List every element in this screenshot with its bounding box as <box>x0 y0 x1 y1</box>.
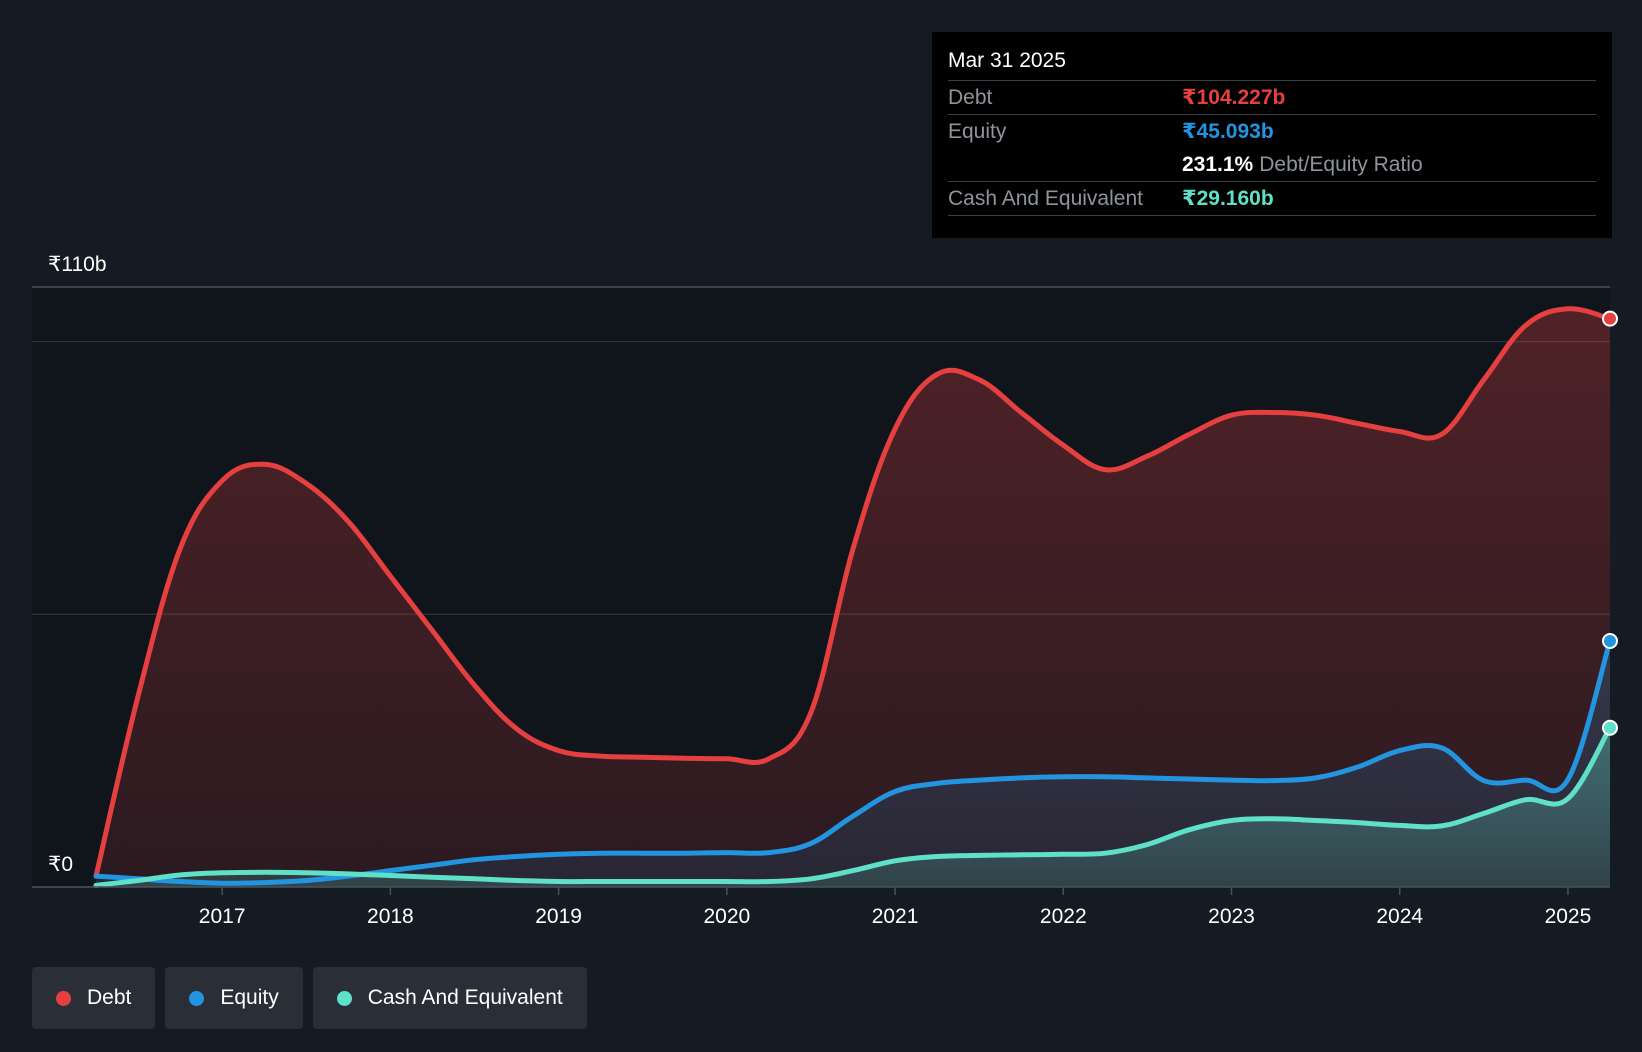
tooltip-cash-value: ₹29.160b <box>1182 187 1274 210</box>
legend-label-equity: Equity <box>220 986 279 1009</box>
x-tick-label-2020: 2020 <box>703 905 750 928</box>
x-tick-label-2017: 2017 <box>199 905 246 928</box>
legend-label-cash: Cash And Equivalent <box>367 986 563 1009</box>
legend-label-debt: Debt <box>87 986 132 1009</box>
tooltip-cash-label: Cash And Equivalent <box>948 186 1143 210</box>
x-tick-label-2025: 2025 <box>1545 905 1592 928</box>
legend-item-equity[interactable]: Equity <box>165 967 303 1029</box>
tooltip-equity-label: Equity <box>948 119 1007 143</box>
legend: Debt Equity Cash And Equivalent <box>32 967 587 1029</box>
endpoint-cash <box>1602 719 1618 736</box>
tooltip-debt-value: ₹104.227b <box>1182 86 1286 109</box>
line-cash <box>93 725 1613 888</box>
area-cash <box>96 727 1610 887</box>
legend-dot-debt-icon <box>56 990 71 1006</box>
tooltip-ratio-label: Debt/Equity Ratio <box>1259 152 1423 176</box>
x-tick-label-2018: 2018 <box>367 905 414 928</box>
endpoint-debt <box>1602 310 1618 327</box>
tooltip-date: Mar 31 2025 <box>948 46 1596 81</box>
tooltip-row-cash: Cash And Equivalent ₹29.160b <box>948 182 1596 216</box>
tooltip-row-debt: Debt ₹104.227b <box>948 81 1596 115</box>
tooltip-debt-label: Debt <box>948 85 993 109</box>
y-axis-top-label: ₹110b <box>48 253 107 276</box>
area-debt <box>96 308 1610 887</box>
x-tick-label-2022: 2022 <box>1040 905 1087 928</box>
legend-item-cash[interactable]: Cash And Equivalent <box>312 967 587 1029</box>
tooltip: Mar 31 2025 Debt ₹104.227b Equity ₹45.09… <box>932 32 1612 238</box>
x-tick-label-2024: 2024 <box>1376 905 1423 928</box>
y-axis-zero-label: ₹0 <box>48 853 73 876</box>
tooltip-ratio-value: 231.1% <box>1182 152 1254 176</box>
x-tick-label-2019: 2019 <box>535 905 582 928</box>
x-tick-label-2021: 2021 <box>872 905 919 928</box>
tooltip-row-equity: Equity ₹45.093b <box>948 115 1596 148</box>
tooltip-equity-value: ₹45.093b <box>1182 120 1274 143</box>
x-tick-label-2023: 2023 <box>1208 905 1255 928</box>
legend-item-debt[interactable]: Debt <box>32 967 156 1029</box>
legend-dot-equity-icon <box>189 990 205 1006</box>
legend-dot-cash-icon <box>336 990 352 1006</box>
endpoint-equity <box>1602 633 1618 649</box>
tooltip-row-ratio: 231.1% Debt/Equity Ratio <box>948 148 1596 182</box>
line-debt <box>93 306 1613 879</box>
